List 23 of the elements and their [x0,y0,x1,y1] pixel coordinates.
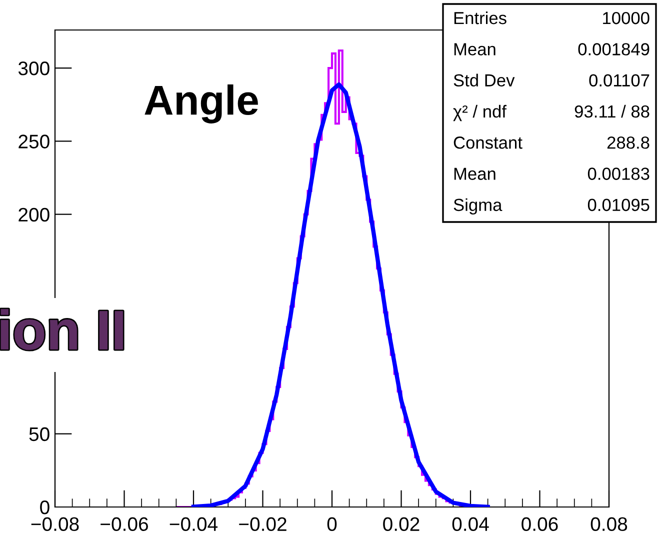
x-tick-label: 0.04 [452,517,489,532]
x-tick-label: −0.04 [170,517,218,532]
x-tick-label: 0.02 [383,517,420,532]
text: Angle [144,84,258,124]
text: Mean 0.00183 [454,168,650,180]
x-tick-label: −0.08 [31,517,79,532]
x-tick-label: 0.06 [522,517,558,532]
y-tick-label: 0 [40,500,50,514]
text: Constant 288.8 [454,136,650,149]
y-tick-label: 200 [18,208,50,222]
text: Std Dev 0.01107 [454,74,650,87]
x-tick-label: 0 [327,517,337,532]
y-tick-label: 50 [29,427,50,442]
x-tick-label: −0.06 [100,517,148,532]
y-tick-label: 300 [18,62,50,76]
text: Mean 0.001849 [454,43,650,56]
y-tick-label: 250 [18,134,50,148]
text: Sigma 0.01095 [454,198,650,215]
x-tick-label: −0.02 [239,517,286,532]
text: Entries 10000 [454,11,650,24]
annotation: ion II [0,309,123,350]
text: χ² / ndf 93.11 / 88 [453,104,650,122]
x-tick-label: 0.08 [590,517,628,532]
